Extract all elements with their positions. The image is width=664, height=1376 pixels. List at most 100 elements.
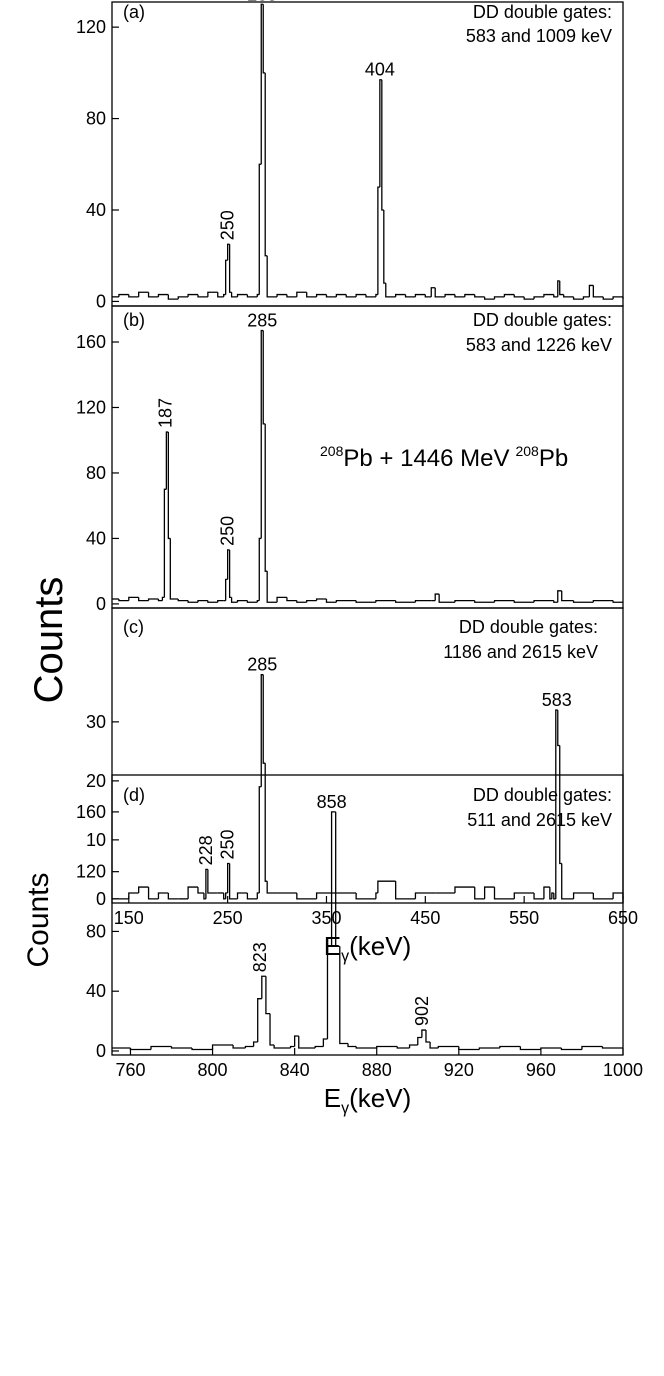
peak-label: 285 [247, 0, 277, 4]
spectrum-bin [612, 296, 623, 300]
gate-text: DD double gates: [473, 310, 612, 330]
gate-text: 1186 and 2615 keV [443, 642, 598, 662]
y-tick-label: 0 [96, 889, 106, 909]
peak-label: 250 [218, 829, 238, 859]
spectrum-bin [129, 1047, 151, 1051]
gate-text: 511 and 2615 keV [467, 810, 612, 830]
spectrum-bin [226, 549, 230, 580]
spectrum-bin [258, 163, 262, 295]
spectrum-bin [612, 892, 623, 899]
spectrum-bin [296, 892, 317, 900]
spectrum-bin [503, 293, 515, 297]
spectrum-bin [434, 287, 446, 298]
x-axis-label-main: E [324, 1083, 341, 1113]
spectrum-bin [555, 709, 558, 899]
spectrum-bin [339, 946, 349, 1045]
spectrum-bin [187, 600, 198, 603]
panel-label: (b) [123, 310, 145, 330]
spectrum-bin [230, 292, 238, 298]
spectrum-bin [187, 293, 198, 297]
spectrum-bin [161, 596, 165, 601]
spectrum-bin [167, 294, 179, 300]
spectrum-bin [225, 578, 228, 601]
spectrum-bin [483, 296, 495, 300]
spectrum-bin [236, 892, 248, 899]
spectrum-bin [377, 880, 396, 893]
gate-text: DD double gates: [473, 2, 612, 22]
spectrum-bin [226, 862, 230, 893]
spectrum-bin [429, 1042, 439, 1049]
spectrum-bin [572, 600, 594, 603]
spectrum-bin [385, 283, 396, 298]
spectrum-bin [228, 244, 232, 293]
peak-label: 250 [218, 210, 238, 240]
spectrum-bin [207, 600, 218, 603]
spectrum-bin [138, 597, 149, 602]
x-tick-label: 760 [115, 1060, 145, 1080]
spectrum-bin [355, 293, 367, 297]
mass-number: 208 [320, 443, 344, 459]
x-tick-label: 450 [410, 908, 440, 928]
peak-label: 285 [247, 655, 277, 675]
spectrum-bin [314, 1045, 324, 1048]
spectrum-bin [549, 887, 552, 900]
spectrum-bin [147, 598, 159, 601]
x-axis-label: Eγ(keV) [324, 1083, 411, 1117]
y-tick-label: 30 [86, 712, 106, 732]
y-tick-label: 20 [86, 771, 106, 791]
spectrum-bin [223, 293, 226, 297]
spectrum-bin [513, 892, 535, 899]
spectrum-bin [414, 599, 432, 603]
spectrum-bin [128, 294, 139, 298]
spectrum-bin [252, 1041, 258, 1047]
spectrum-bin [404, 294, 416, 298]
spectrum-bin [226, 243, 230, 261]
spectrum-bin [581, 1045, 603, 1050]
spectrum-bin [375, 293, 378, 297]
spectrum-bin [559, 745, 562, 865]
spectrum-bin [203, 892, 206, 900]
spectrum-bin [588, 284, 594, 297]
spectrum-bin [256, 293, 260, 297]
spectrum-bin [236, 599, 248, 603]
spectrum-bin [335, 599, 357, 603]
spectrum-bin [430, 287, 436, 297]
spectrum-bin [355, 600, 376, 603]
spectrum-bin [612, 600, 623, 603]
spectrum-bin [258, 786, 262, 893]
spectrum-bin [118, 293, 129, 297]
spectrum-bin [128, 892, 139, 899]
spectrum-bin [592, 285, 604, 298]
x-tick-label: 350 [311, 908, 341, 928]
spectrum-bin [177, 296, 189, 300]
spectrum-bin [375, 599, 396, 603]
spectrum-bin [138, 291, 149, 297]
spectrum-bin [513, 294, 525, 298]
spectrum-bin [513, 600, 535, 603]
x-tick-label: 250 [213, 908, 243, 928]
peak-label: 285 [247, 311, 277, 331]
spectrum-bin [474, 600, 495, 603]
spectrum-bin [230, 597, 238, 603]
spectrum-bin [335, 293, 347, 297]
spectrum-bin [264, 72, 268, 257]
spectrum-bin [383, 210, 386, 284]
x-axis-label-sub: γ [341, 1100, 349, 1117]
spectrum-bin [157, 293, 169, 297]
spectrum-bin [228, 863, 238, 900]
spectrum-bin [454, 599, 475, 603]
spectrum-bin [246, 892, 258, 900]
mass-number: 208 [515, 443, 539, 459]
spectrum-bin [217, 292, 224, 298]
spectrum-bin [572, 892, 594, 899]
spectrum-bin [454, 294, 465, 298]
spectrum-bin [557, 280, 560, 297]
spectrum-bin [474, 294, 485, 298]
y-tick-label: 0 [96, 594, 106, 614]
plot-frame [111, 1, 624, 307]
spectrum-bin [557, 590, 562, 603]
spectrum-bin [315, 293, 327, 297]
y-tick-label: 0 [96, 291, 106, 311]
spectrum-bin [325, 294, 337, 298]
x-tick-label: 150 [114, 908, 144, 928]
